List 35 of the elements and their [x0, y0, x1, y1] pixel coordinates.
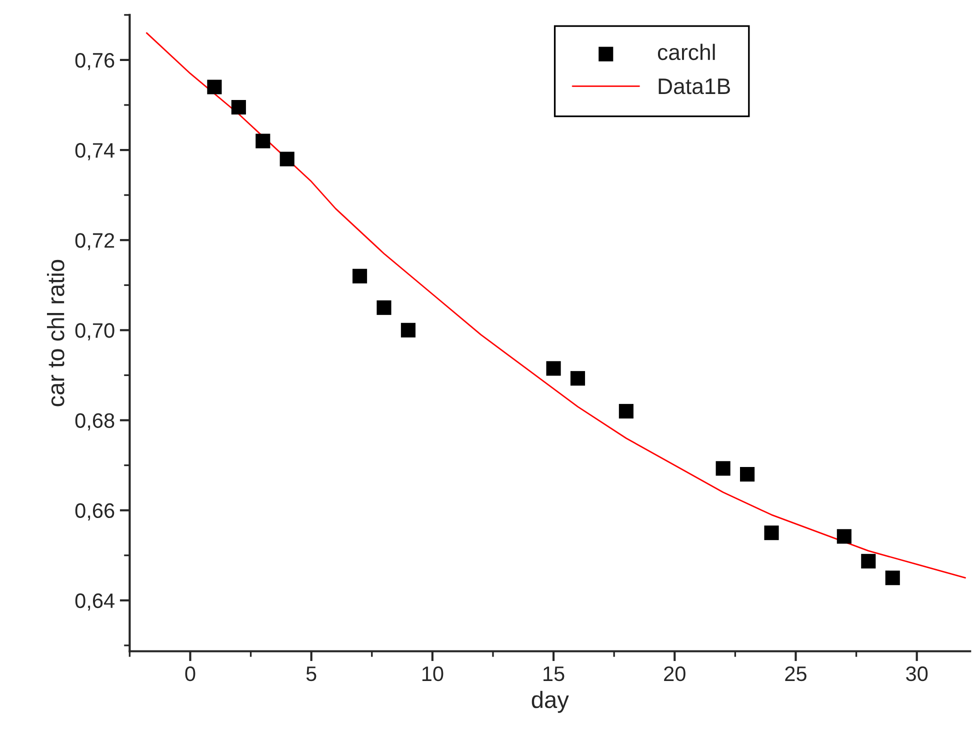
y-tick-label: 0,70	[75, 323, 114, 340]
y-axis-title: car to chl ratio	[46, 260, 64, 406]
point	[861, 554, 876, 568]
point	[352, 268, 368, 284]
point	[400, 322, 416, 338]
x-tick-label: 10	[422, 666, 444, 682]
x-tick-label: 15	[544, 666, 564, 682]
y-tick-label: 0,68	[75, 413, 114, 430]
x-tick-label: 25	[785, 666, 806, 682]
x-tick-label: 30	[906, 666, 928, 682]
point	[231, 100, 246, 115]
y-tick-label: 0,74	[75, 143, 114, 160]
y-tick-label: 0,76	[75, 52, 114, 70]
y-tick-label: 0,64	[75, 593, 114, 611]
point	[207, 80, 222, 94]
x-axis-title: day	[532, 690, 569, 713]
legend-label: Data1B	[658, 78, 730, 94]
y-tick-label: 0,72	[75, 233, 114, 250]
point	[546, 361, 561, 376]
point	[570, 371, 586, 386]
x-tick-label: 20	[664, 666, 686, 682]
point	[836, 529, 852, 544]
point	[376, 300, 392, 315]
point	[618, 404, 634, 419]
point	[740, 466, 755, 482]
point	[716, 461, 730, 476]
line-series	[146, 32, 966, 579]
point	[885, 570, 900, 586]
point	[764, 526, 779, 540]
y-tick-label: 0,66	[75, 503, 114, 521]
point	[280, 152, 294, 166]
x-tick-label: 0	[185, 666, 196, 682]
x-tick-label: 5	[306, 666, 316, 682]
legend-label: carchl	[658, 44, 715, 60]
point	[256, 134, 270, 148]
